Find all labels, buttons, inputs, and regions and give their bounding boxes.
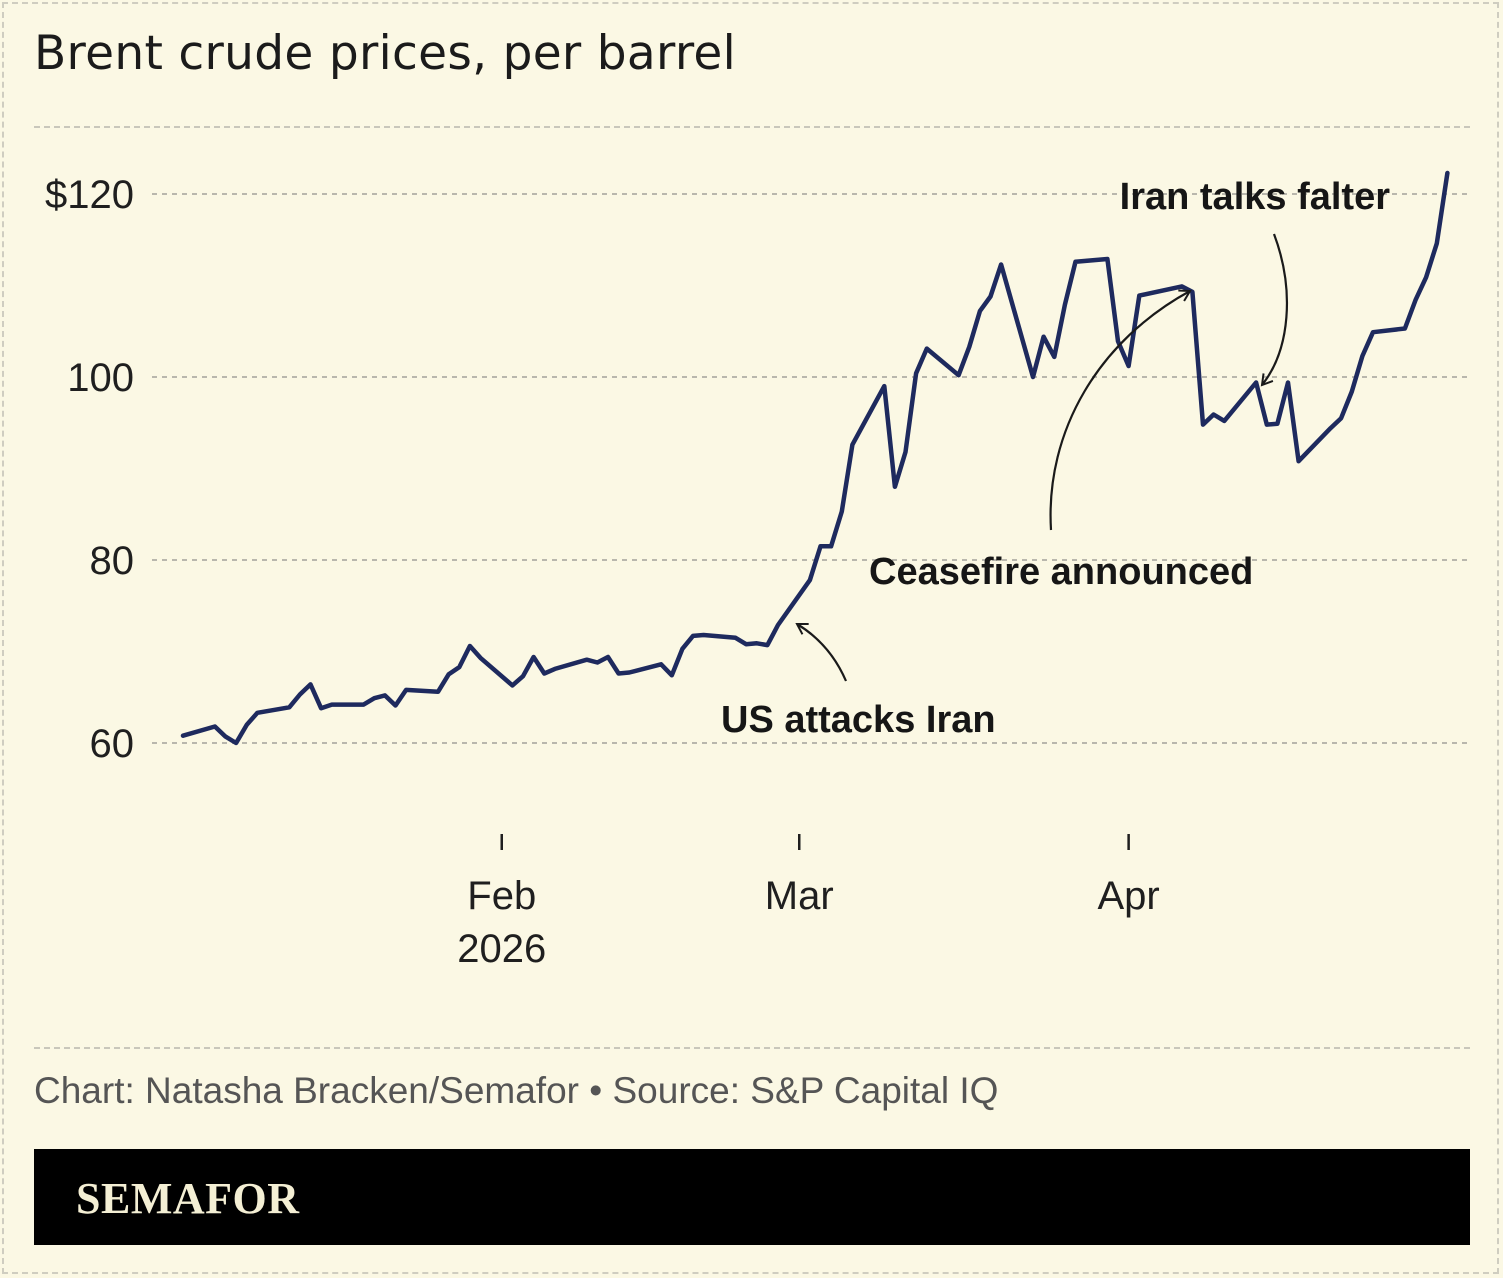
x-tick-label: Apr — [1098, 874, 1160, 918]
semafor-logo: SEMAFOR — [76, 1174, 300, 1223]
x-tick-label: Feb — [467, 874, 536, 918]
bottom-divider — [34, 1047, 1470, 1049]
annotation-label: Iran talks falter — [1120, 176, 1391, 218]
x-tick-label: Mar — [765, 874, 834, 918]
annotation-label: Ceasefire announced — [869, 551, 1253, 593]
x-tick-sublabel: 2026 — [457, 927, 546, 971]
chart-title: Brent crude prices, per barrel — [34, 26, 736, 81]
y-tick-label: $120 — [45, 173, 134, 217]
annotation-label: US attacks Iran — [721, 699, 996, 741]
annotation-arrow — [1260, 233, 1288, 387]
brand-bar: SEMAFOR — [34, 1149, 1470, 1245]
y-tick-label: 80 — [90, 539, 135, 583]
series-line — [180, 170, 1450, 746]
annotation-arrow — [1049, 289, 1192, 531]
chart-credit: Chart: Natasha Bracken/Semafor • Source:… — [34, 1070, 999, 1111]
top-divider — [34, 126, 1470, 128]
y-tick-label: 100 — [67, 356, 134, 400]
annotation-arrow — [795, 622, 848, 682]
y-tick-label: 60 — [90, 722, 135, 766]
chart-plot: 60 80 100 $120 Feb 2026 Mar Apr US attacks Ira… — [45, 170, 1470, 971]
